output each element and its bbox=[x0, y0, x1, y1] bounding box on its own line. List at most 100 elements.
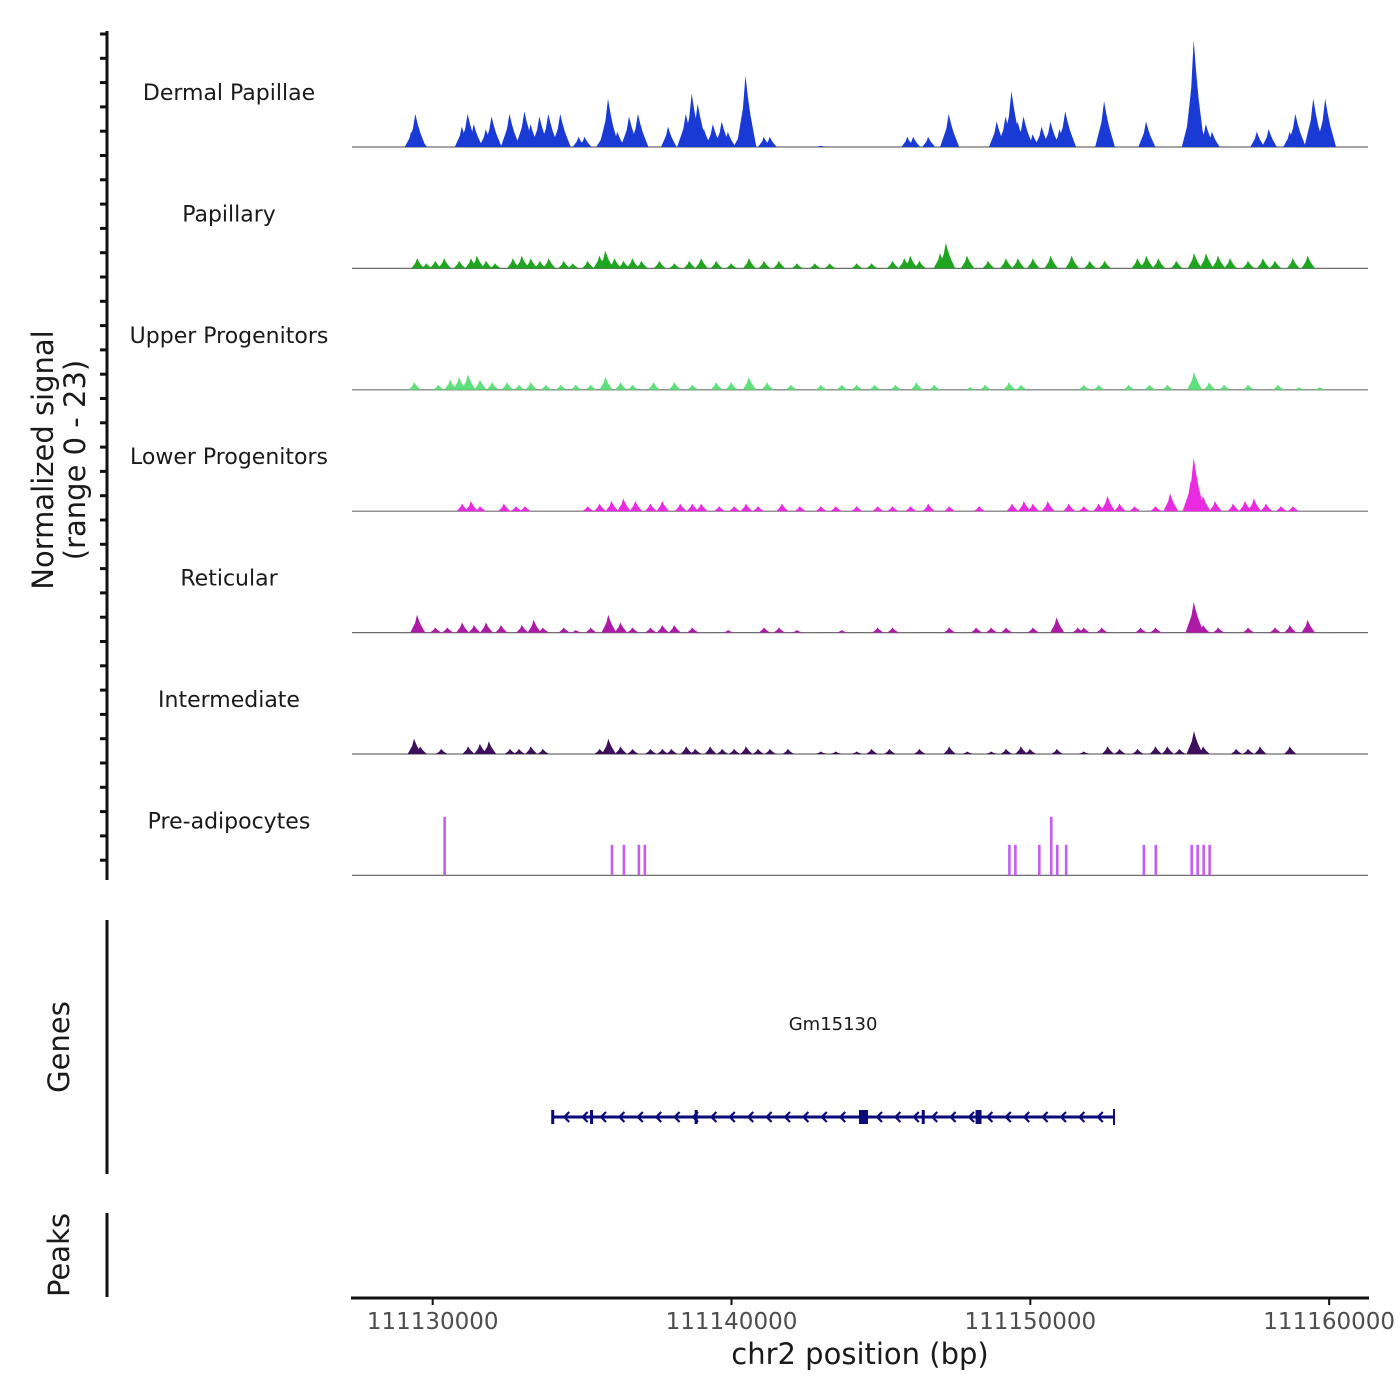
coverage-peak bbox=[645, 627, 657, 633]
coverage-peak bbox=[736, 75, 757, 147]
coverage-peak bbox=[1050, 617, 1065, 633]
coverage-peak bbox=[1184, 40, 1205, 147]
coverage-peak bbox=[605, 501, 619, 512]
coverage-peak bbox=[970, 627, 983, 633]
coverage-peak bbox=[1247, 498, 1262, 512]
coverage-peak bbox=[815, 506, 827, 512]
coverage-peak bbox=[773, 260, 786, 269]
coverage-peak bbox=[836, 384, 848, 390]
coverage-peak bbox=[629, 113, 649, 147]
coverage-peak bbox=[489, 263, 502, 269]
coverage-peak bbox=[1049, 816, 1053, 876]
coverage-peak bbox=[851, 751, 863, 754]
coverage-peak bbox=[985, 627, 998, 633]
coverage-peak bbox=[1098, 260, 1112, 269]
coverage-peak bbox=[555, 384, 567, 390]
coverage-peak bbox=[1014, 844, 1017, 876]
track-pre-adipocytes: Pre-adipocytes bbox=[148, 809, 1368, 877]
coverage-peak bbox=[461, 374, 476, 390]
coverage-peak bbox=[1138, 121, 1156, 147]
coverage-peak bbox=[1239, 501, 1252, 512]
coverage-peak bbox=[435, 748, 448, 754]
coverage-peak bbox=[1000, 748, 1013, 754]
coverage-peak bbox=[752, 506, 765, 512]
coverage-peak bbox=[1196, 495, 1211, 512]
strand-arrow bbox=[967, 1111, 975, 1123]
coverage-peak bbox=[627, 627, 639, 633]
track-label: Papillary bbox=[182, 202, 276, 227]
coverage-peak bbox=[1011, 258, 1025, 269]
coverage-peak bbox=[1224, 258, 1237, 269]
coverage-peak bbox=[653, 260, 666, 269]
coverage-peak bbox=[922, 503, 935, 512]
coverage-peak bbox=[1063, 503, 1076, 512]
coverage-peak bbox=[516, 624, 529, 633]
coverage-peak bbox=[668, 382, 681, 390]
coverage-peak bbox=[601, 614, 617, 633]
coverage-peak bbox=[1078, 506, 1090, 512]
coverage-peak bbox=[1095, 101, 1115, 147]
track-reticular: Reticular bbox=[180, 567, 1368, 634]
coverage-peak bbox=[1186, 731, 1203, 754]
coverage-peak bbox=[474, 379, 487, 390]
coverage-peak bbox=[1140, 255, 1154, 269]
coverage-peak bbox=[1230, 748, 1243, 754]
coverage-peak bbox=[1131, 258, 1145, 269]
coverage-peak bbox=[1203, 382, 1216, 390]
coverage-peak bbox=[1199, 253, 1214, 269]
coverage-tracks: Dermal Papillae Papillary Upper Progenitor… bbox=[130, 40, 1368, 877]
coverage-peak bbox=[486, 382, 499, 390]
coverage-peak bbox=[614, 622, 628, 633]
coverage-peak bbox=[599, 98, 619, 147]
coverage-peak bbox=[410, 614, 426, 633]
coverage-peak bbox=[1242, 384, 1255, 390]
gene-exon bbox=[859, 1110, 868, 1124]
coverage-peak bbox=[453, 260, 466, 269]
coverage-peak bbox=[866, 748, 878, 754]
coverage-peak bbox=[1196, 844, 1199, 876]
coverage-peak bbox=[1154, 844, 1158, 876]
coverage-peak bbox=[525, 746, 538, 754]
strand-arrow bbox=[746, 1111, 754, 1123]
coverage-peak bbox=[851, 384, 863, 390]
coverage-peak bbox=[1024, 748, 1037, 754]
coverage-peak bbox=[1150, 627, 1162, 633]
coverage-peak bbox=[914, 748, 926, 754]
coverage-peak bbox=[674, 503, 687, 512]
strand-arrow bbox=[562, 1111, 570, 1123]
coverage-peak bbox=[716, 748, 729, 754]
coverage-peak bbox=[869, 384, 881, 390]
coverage-peak bbox=[728, 748, 741, 754]
x-tick-label: 111150000 bbox=[964, 1309, 1096, 1335]
strand-arrow bbox=[783, 1111, 791, 1123]
coverage-peak bbox=[1113, 503, 1127, 512]
x-tick-label: 111160000 bbox=[1263, 1309, 1395, 1335]
x-tick-label: 111140000 bbox=[666, 1309, 798, 1335]
coverage-peak bbox=[1163, 493, 1179, 512]
strand-arrow bbox=[1059, 1111, 1067, 1123]
coverage-peak bbox=[495, 624, 508, 633]
strand-arrow bbox=[949, 1111, 957, 1123]
coverage-peak bbox=[1149, 746, 1162, 754]
coverage-peak bbox=[1208, 844, 1211, 876]
coverage-peak bbox=[599, 377, 613, 390]
coverage-peak bbox=[527, 619, 542, 633]
coverage-peak bbox=[629, 501, 643, 512]
coverage-peak bbox=[504, 748, 517, 754]
coverage-peak bbox=[421, 263, 433, 269]
coverage-peak bbox=[1227, 503, 1240, 512]
coverage-peak bbox=[815, 751, 827, 754]
coverage-peak bbox=[1042, 121, 1060, 147]
coverage-peak bbox=[1254, 746, 1267, 754]
coverage-peak bbox=[414, 746, 427, 754]
coverage-peak bbox=[1314, 387, 1326, 390]
coverage-peak bbox=[578, 136, 592, 147]
coverage-peak bbox=[1293, 387, 1305, 390]
coverage-peak bbox=[1132, 748, 1144, 754]
track-papillary: Papillary bbox=[182, 202, 1368, 269]
coverage-peak bbox=[1261, 129, 1277, 147]
coverage-peak bbox=[635, 260, 648, 269]
coverage-peak bbox=[943, 627, 956, 633]
strand-arrow bbox=[801, 1111, 810, 1123]
coverage-peak bbox=[1084, 260, 1097, 269]
